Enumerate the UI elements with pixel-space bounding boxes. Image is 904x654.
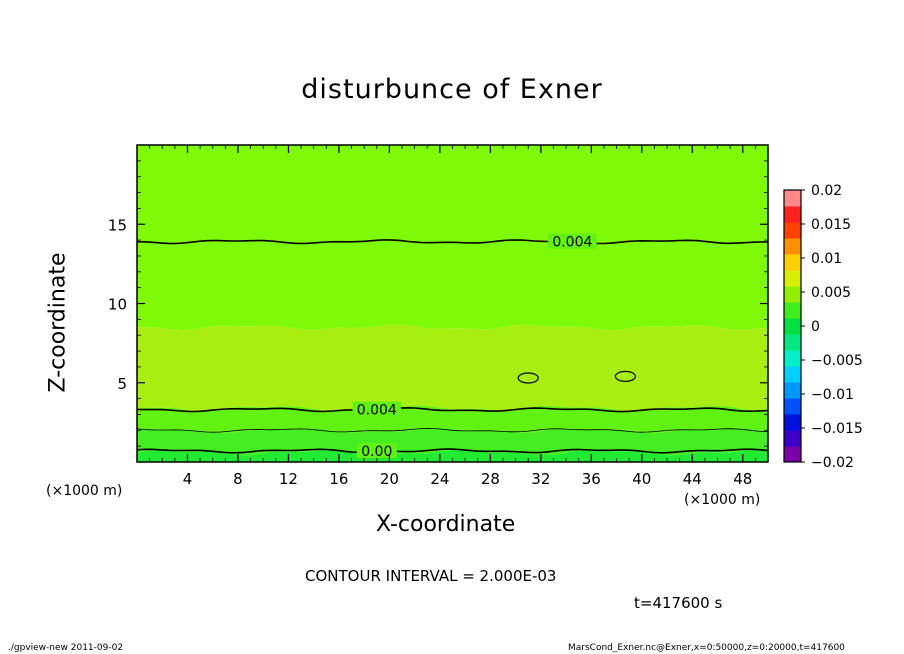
colorbar-segment (784, 398, 801, 415)
x-tick-label: 8 (233, 470, 243, 488)
closed-contour (614, 370, 636, 383)
colorbar-tick-label: 0.01 (811, 251, 842, 267)
colorbar-segment (784, 366, 801, 383)
x-tick-label: 40 (632, 470, 651, 488)
footer-left: ./gpview-new 2011-09-02 (8, 643, 124, 653)
colorbar-tick-label: 0 (811, 319, 820, 335)
heatmap-band (137, 405, 768, 434)
contour-line (136, 448, 769, 454)
chart-title: disturbunce of Exner (301, 74, 603, 105)
x-tick-label: 24 (430, 470, 449, 488)
colorbar-segment (784, 238, 801, 255)
contour-line (136, 239, 768, 245)
colorbar-segment (784, 222, 801, 239)
colorbar-tick-label: −0.02 (811, 455, 854, 471)
x-tick-label: 48 (733, 470, 752, 488)
colorbar-segment (784, 334, 801, 351)
x-tick-label: 36 (582, 470, 601, 488)
contour-line (136, 427, 769, 433)
x-tick-label: 4 (183, 470, 193, 488)
x-tick-label: 28 (481, 470, 500, 488)
colorbar-segment (784, 350, 801, 367)
y-tick-label: 10 (108, 296, 127, 314)
x-tick-label: 44 (683, 470, 702, 488)
colorbar-segment (784, 270, 801, 287)
x-tick-label: 16 (329, 470, 348, 488)
x-tick-label: 20 (380, 470, 399, 488)
y-axis-label: Z-coordinate (45, 252, 71, 393)
y-axis-unit: (×1000 m) (46, 483, 123, 499)
colorbar-tick-label: 0.005 (811, 285, 851, 301)
colorbar-tick-label: −0.005 (811, 353, 863, 369)
colorbar-segment (784, 318, 801, 335)
colorbar-segment (784, 254, 801, 271)
heatmap-band (137, 427, 768, 456)
colorbar-segment (784, 286, 801, 303)
contour-label: 0.004 (357, 403, 397, 419)
heatmap-band (137, 449, 768, 462)
colorbar-segment (784, 382, 801, 399)
colorbar-tick-label: −0.015 (811, 421, 863, 437)
colorbar-segment (784, 302, 801, 319)
contour-label-bg (352, 401, 402, 417)
colorbar-tick-label: 0.02 (811, 183, 842, 199)
y-tick-label: 5 (117, 375, 127, 393)
footer-right: MarsCond_Exner.nc@Exner,x=0:50000,z=0:20… (568, 643, 845, 653)
contour-label: 0.004 (552, 235, 592, 251)
x-tick-label: 32 (531, 470, 550, 488)
contour-line (136, 406, 769, 413)
colorbar-tick-label: 0.015 (811, 217, 851, 233)
colorbar-segment (784, 446, 801, 463)
heatmap-band (137, 145, 768, 331)
colorbar-tick-label: −0.01 (811, 387, 854, 403)
colorbar-segment (784, 190, 801, 207)
closed-contour (517, 372, 539, 384)
colorbar-segment (784, 430, 801, 447)
colorbar-segment (784, 206, 801, 223)
x-axis-unit: (×1000 m) (684, 492, 761, 508)
y-tick-label: 15 (108, 216, 127, 234)
contour-label: 0.00 (361, 444, 392, 460)
x-axis-label: X-coordinate (376, 512, 516, 537)
heatmap-band (137, 324, 768, 411)
contour-label-bg (356, 442, 397, 458)
contour-interval-text: CONTOUR INTERVAL = 2.000E-03 (305, 567, 557, 585)
time-label: t=417600 s (634, 594, 723, 612)
contour-label-bg (548, 233, 597, 249)
x-tick-label: 12 (279, 470, 298, 488)
colorbar-segment (784, 414, 801, 431)
